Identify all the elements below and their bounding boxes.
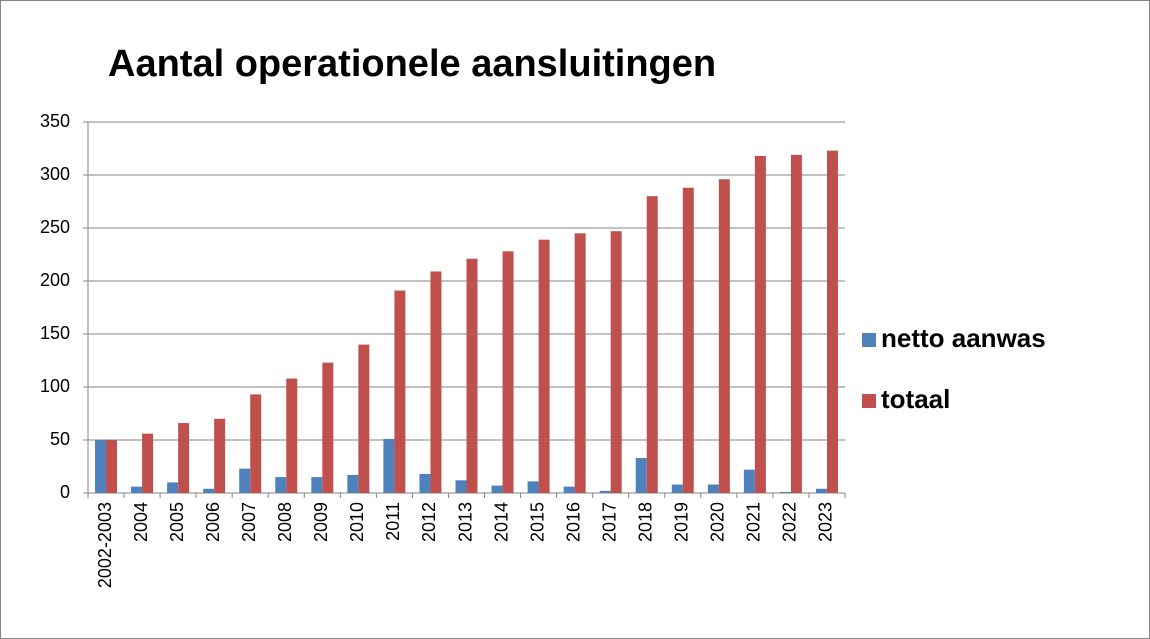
x-tick-label: 2017	[599, 502, 619, 542]
x-tick-label: 2002-2003	[95, 502, 115, 588]
bar	[95, 440, 107, 493]
bar	[754, 155, 766, 494]
bar	[142, 433, 154, 493]
legend-label: netto aanwas	[881, 323, 1046, 353]
x-tick-label: 2021	[744, 502, 764, 542]
bar	[203, 488, 215, 493]
bar	[790, 154, 802, 494]
bar	[779, 491, 791, 493]
legend-swatch	[862, 333, 876, 347]
x-tick-label: 2020	[708, 502, 728, 542]
bar	[466, 258, 478, 493]
bar	[635, 458, 647, 493]
bar	[538, 239, 550, 493]
bar	[286, 378, 298, 493]
bar	[358, 344, 370, 493]
bar	[743, 469, 755, 493]
legend-swatch	[862, 394, 876, 408]
y-tick-label: 0	[60, 482, 70, 502]
y-tick-label: 300	[40, 164, 70, 184]
x-tick-label: 2011	[383, 502, 403, 541]
x-tick-label: 2016	[563, 502, 583, 542]
x-tick-label: 2008	[275, 502, 295, 542]
bar	[178, 423, 190, 493]
bar	[610, 231, 622, 493]
bar	[394, 290, 406, 493]
bar	[455, 480, 467, 493]
bar	[214, 418, 226, 493]
x-tick-label: 2007	[239, 502, 259, 542]
bar	[574, 233, 586, 494]
bar	[419, 473, 431, 493]
x-tick-label: 2022	[780, 502, 800, 542]
y-tick-label: 200	[40, 270, 70, 290]
bar	[430, 271, 442, 493]
x-tick-label: 2004	[131, 502, 151, 542]
x-tick-label: 2010	[347, 502, 367, 542]
bar	[527, 481, 539, 493]
x-tick-label: 2014	[491, 502, 511, 542]
x-tick-label: 2009	[311, 502, 331, 542]
x-tick-label: 2013	[455, 502, 475, 542]
y-tick-label: 350	[40, 111, 70, 131]
bar	[718, 179, 730, 494]
bar	[815, 488, 827, 493]
legend-label: totaal	[881, 384, 950, 414]
chart-title: Aantal operationele aansluitingen	[108, 43, 716, 85]
bar	[106, 440, 118, 493]
bar	[250, 394, 262, 493]
bar	[311, 477, 323, 493]
x-tick-label: 2015	[527, 502, 547, 542]
y-tick-label: 250	[40, 217, 70, 237]
bar	[682, 187, 694, 493]
bar	[826, 150, 838, 493]
bar	[599, 490, 611, 493]
x-tick-label: 2005	[167, 502, 187, 542]
bar	[491, 485, 503, 493]
bar	[239, 468, 251, 493]
y-tick-label: 50	[50, 429, 70, 449]
x-tick-label: 2006	[203, 502, 223, 542]
x-tick-label: 2018	[635, 502, 655, 542]
bar	[275, 477, 287, 493]
bar	[671, 484, 683, 493]
bar	[383, 438, 395, 493]
bar	[646, 196, 658, 493]
bar	[502, 251, 514, 493]
x-tick-label: 2012	[419, 502, 439, 542]
x-tick-label: 2023	[816, 502, 836, 542]
bar	[707, 484, 719, 493]
y-tick-label: 150	[40, 323, 70, 343]
bar	[347, 474, 359, 493]
bar	[563, 486, 575, 493]
x-tick-label: 2019	[672, 502, 692, 542]
y-tick-label: 100	[40, 376, 70, 396]
bar	[131, 486, 143, 493]
bar	[167, 482, 179, 493]
bar	[322, 362, 334, 493]
